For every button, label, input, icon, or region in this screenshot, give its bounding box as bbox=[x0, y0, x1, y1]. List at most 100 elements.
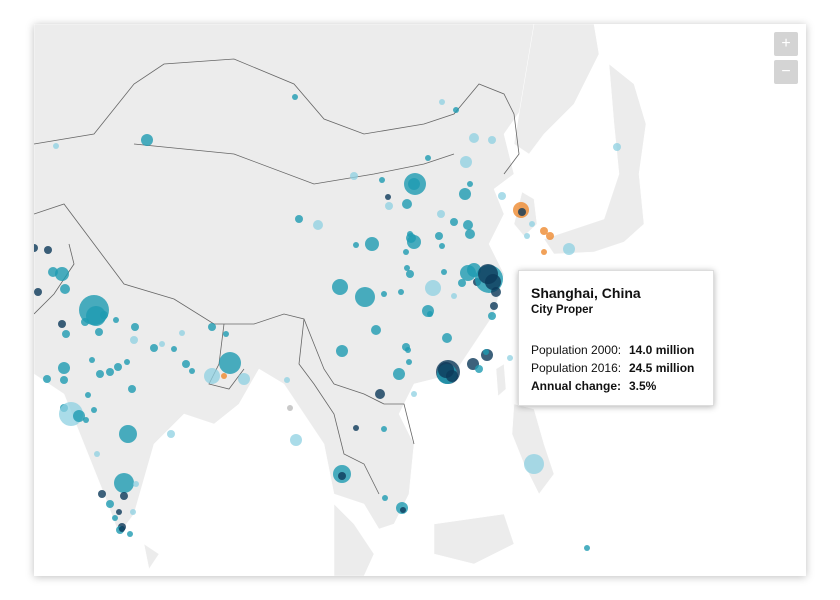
city-bubble[interactable] bbox=[81, 318, 89, 326]
city-bubble[interactable] bbox=[89, 357, 95, 363]
city-bubble[interactable] bbox=[382, 495, 388, 501]
city-bubble[interactable] bbox=[402, 199, 412, 209]
city-bubble[interactable] bbox=[106, 500, 114, 508]
city-bubble[interactable] bbox=[459, 188, 471, 200]
city-bubble[interactable] bbox=[365, 237, 379, 251]
city-bubble[interactable] bbox=[112, 515, 118, 521]
city-bubble[interactable] bbox=[563, 243, 575, 255]
city-bubble[interactable] bbox=[467, 181, 473, 187]
city-bubble[interactable] bbox=[287, 405, 293, 411]
city-bubble[interactable] bbox=[405, 347, 411, 353]
city-bubble[interactable] bbox=[182, 360, 190, 368]
city-bubble[interactable] bbox=[43, 375, 51, 383]
city-bubble[interactable] bbox=[439, 99, 445, 105]
zoom-out-button[interactable]: − bbox=[774, 60, 798, 84]
city-bubble[interactable] bbox=[284, 377, 290, 383]
city-bubble[interactable] bbox=[292, 94, 298, 100]
city-bubble[interactable] bbox=[437, 210, 445, 218]
city-bubble[interactable] bbox=[425, 155, 431, 161]
city-bubble[interactable] bbox=[338, 472, 346, 480]
city-bubble[interactable] bbox=[313, 220, 323, 230]
city-bubble[interactable] bbox=[393, 368, 405, 380]
city-bubble[interactable] bbox=[179, 330, 185, 336]
city-bubble[interactable] bbox=[238, 373, 250, 385]
city-bubble[interactable] bbox=[458, 279, 466, 287]
city-bubble[interactable] bbox=[439, 243, 445, 249]
city-bubble[interactable] bbox=[446, 370, 458, 382]
city-bubble[interactable] bbox=[453, 107, 459, 113]
city-bubble[interactable] bbox=[451, 293, 457, 299]
city-bubble[interactable] bbox=[119, 526, 125, 532]
city-bubble[interactable] bbox=[128, 385, 136, 393]
city-bubble[interactable] bbox=[398, 289, 404, 295]
city-bubble[interactable] bbox=[450, 218, 458, 226]
city-bubble[interactable] bbox=[375, 389, 385, 399]
city-bubble[interactable] bbox=[490, 302, 498, 310]
city-bubble[interactable] bbox=[332, 279, 348, 295]
city-bubble[interactable] bbox=[465, 229, 475, 239]
city-bubble[interactable] bbox=[529, 221, 535, 227]
city-bubble[interactable] bbox=[406, 359, 412, 365]
city-bubble[interactable] bbox=[131, 323, 139, 331]
city-bubble[interactable] bbox=[53, 143, 59, 149]
city-bubble[interactable] bbox=[295, 215, 303, 223]
city-bubble[interactable] bbox=[58, 362, 70, 374]
city-bubble[interactable] bbox=[83, 417, 89, 423]
city-bubble[interactable] bbox=[95, 328, 103, 336]
city-bubble[interactable] bbox=[425, 280, 441, 296]
city-bubble[interactable] bbox=[219, 352, 241, 374]
city-bubble[interactable] bbox=[85, 392, 91, 398]
city-bubble[interactable] bbox=[403, 249, 409, 255]
city-bubble[interactable] bbox=[100, 311, 108, 319]
city-bubble[interactable] bbox=[353, 242, 359, 248]
city-bubble[interactable] bbox=[62, 330, 70, 338]
city-bubble[interactable] bbox=[407, 235, 421, 249]
city-bubble[interactable] bbox=[404, 265, 410, 271]
city-bubble[interactable] bbox=[524, 454, 544, 474]
city-bubble[interactable] bbox=[150, 344, 158, 352]
city-bubble[interactable] bbox=[290, 434, 302, 446]
city-bubble[interactable] bbox=[404, 173, 426, 195]
city-bubble[interactable] bbox=[475, 365, 483, 373]
city-bubble[interactable] bbox=[86, 306, 106, 326]
city-bubble[interactable] bbox=[478, 264, 498, 284]
city-bubble[interactable] bbox=[385, 202, 393, 210]
city-bubble[interactable] bbox=[171, 346, 177, 352]
city-bubble[interactable] bbox=[159, 341, 165, 347]
city-bubble[interactable] bbox=[336, 345, 348, 357]
city-bubble[interactable] bbox=[540, 227, 548, 235]
city-bubble[interactable] bbox=[34, 288, 42, 296]
city-bubble[interactable] bbox=[355, 287, 375, 307]
city-bubble[interactable] bbox=[546, 232, 554, 240]
city-bubble[interactable] bbox=[189, 368, 195, 374]
city-bubble[interactable] bbox=[385, 194, 391, 200]
city-bubble[interactable] bbox=[167, 430, 175, 438]
city-bubble[interactable] bbox=[116, 509, 122, 515]
city-bubble[interactable] bbox=[427, 311, 433, 317]
city-bubble[interactable] bbox=[113, 317, 119, 323]
city-bubble[interactable] bbox=[381, 426, 387, 432]
city-bubble[interactable] bbox=[58, 320, 66, 328]
zoom-in-button[interactable]: + bbox=[774, 32, 798, 56]
city-bubble[interactable] bbox=[141, 134, 153, 146]
city-bubble[interactable] bbox=[442, 333, 452, 343]
city-bubble[interactable] bbox=[34, 244, 38, 252]
city-bubble[interactable] bbox=[379, 177, 385, 183]
city-bubble[interactable] bbox=[114, 473, 134, 493]
city-bubble[interactable] bbox=[488, 136, 496, 144]
city-bubble[interactable] bbox=[106, 368, 114, 376]
city-bubble[interactable] bbox=[130, 509, 136, 515]
city-bubble[interactable] bbox=[541, 249, 547, 255]
city-bubble[interactable] bbox=[133, 481, 139, 487]
city-bubble[interactable] bbox=[488, 312, 496, 320]
city-bubble[interactable] bbox=[127, 531, 133, 537]
city-bubble[interactable] bbox=[518, 208, 526, 216]
city-bubble[interactable] bbox=[44, 246, 52, 254]
city-bubble[interactable] bbox=[371, 325, 381, 335]
city-bubble[interactable] bbox=[223, 331, 229, 337]
city-bubble[interactable] bbox=[96, 370, 104, 378]
city-bubble[interactable] bbox=[204, 368, 220, 384]
city-bubble[interactable] bbox=[94, 451, 100, 457]
city-bubble[interactable] bbox=[411, 391, 417, 397]
city-bubble[interactable] bbox=[400, 507, 406, 513]
